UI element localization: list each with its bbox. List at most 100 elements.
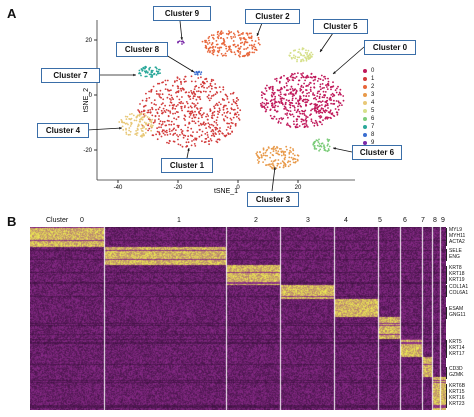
tsne-point: [289, 88, 292, 91]
tsne-point: [326, 88, 329, 90]
tsne-point: [298, 48, 301, 51]
tsne-point: [203, 86, 206, 89]
tsne-point: [285, 77, 288, 80]
tsne-point: [317, 141, 320, 144]
tsne-point: [300, 120, 303, 123]
tsne-point: [336, 113, 339, 116]
tsne-point: [150, 124, 153, 126]
tsne-point: [232, 109, 235, 111]
tsne-point: [158, 115, 161, 117]
tsne-point: [226, 122, 229, 125]
gene-label: KRT5: [449, 339, 462, 345]
y-tick-label: 20: [85, 38, 92, 44]
tsne-point: [331, 112, 334, 114]
tsne-point: [173, 117, 176, 120]
tsne-point: [194, 80, 197, 83]
tsne-point: [197, 117, 200, 120]
tsne-point: [142, 67, 145, 70]
tsne-point: [192, 131, 194, 134]
tsne-point: [184, 115, 187, 118]
tsne-point: [196, 107, 198, 109]
tsne-point: [211, 112, 214, 115]
tsne-point: [225, 129, 228, 131]
tsne-point: [258, 38, 260, 41]
tsne-point: [317, 90, 319, 93]
tsne-point: [208, 99, 211, 102]
tsne-point: [253, 51, 256, 54]
tsne-point: [190, 127, 193, 130]
tsne-point: [286, 114, 288, 116]
tsne-point: [243, 54, 246, 57]
tsne-point: [214, 46, 217, 48]
tsne-point: [172, 107, 174, 110]
tsne-point: [190, 134, 192, 137]
tsne-point: [199, 107, 202, 110]
tsne-point: [262, 154, 265, 157]
tsne-point: [136, 129, 139, 131]
tsne-point: [178, 40, 181, 42]
tsne-point: [132, 114, 135, 117]
tsne-point: [239, 42, 242, 45]
tsne-point: [180, 40, 183, 43]
tsne-point: [145, 70, 148, 72]
tsne-point: [231, 103, 233, 106]
tsne-point: [268, 163, 270, 166]
tsne-point: [302, 98, 305, 101]
tsne-point: [239, 53, 242, 55]
tsne-point: [219, 103, 222, 106]
tsne-point: [326, 144, 329, 147]
tsne-point: [160, 96, 163, 99]
tsne-point: [261, 105, 264, 108]
legend-swatch: [363, 77, 367, 81]
tsne-point: [189, 95, 192, 98]
tsne-point: [139, 118, 141, 121]
tsne-point: [134, 133, 137, 136]
tsne-point: [292, 148, 294, 150]
tsne-point: [284, 165, 287, 168]
tsne-point: [313, 142, 316, 145]
legend-swatch: [363, 69, 367, 73]
tsne-point: [170, 99, 172, 101]
tsne-point: [203, 124, 206, 126]
tsne-point: [288, 151, 291, 154]
tsne-point: [162, 132, 165, 135]
tsne-point: [299, 52, 302, 55]
tsne-point: [268, 88, 271, 90]
tsne-point: [310, 120, 313, 122]
tsne-point: [184, 91, 187, 94]
tsne-point: [216, 110, 219, 113]
tsne-point: [214, 86, 217, 89]
tsne-point: [312, 79, 315, 82]
tsne-point: [188, 112, 191, 115]
tsne-point: [271, 102, 274, 105]
tsne-point: [325, 109, 328, 112]
tsne-point: [209, 109, 212, 112]
tsne-point: [296, 60, 298, 63]
tsne-point: [125, 118, 128, 120]
tsne-point: [298, 125, 301, 127]
legend-item: 9: [363, 139, 374, 147]
tsne-point: [158, 68, 161, 71]
tsne-point: [191, 135, 194, 138]
tsne-point: [226, 37, 229, 39]
tsne-point: [198, 124, 200, 127]
tsne-point: [230, 31, 233, 33]
tsne-point: [274, 147, 277, 150]
tsne-point: [256, 159, 259, 161]
tsne-point: [281, 160, 284, 163]
gene-group-bracket: [446, 367, 449, 379]
tsne-point: [292, 56, 295, 59]
tsne-point: [211, 117, 214, 119]
tsne-point: [261, 91, 263, 94]
tsne-point: [160, 109, 163, 112]
tsne-point: [319, 111, 322, 114]
arrow-head: [180, 37, 183, 40]
tsne-point: [215, 133, 217, 136]
tsne-point: [247, 52, 249, 54]
tsne-point: [185, 80, 187, 83]
tsne-point: [237, 98, 240, 101]
tsne-point: [331, 95, 334, 98]
tsne-point: [232, 32, 235, 35]
tsne-point: [192, 97, 195, 100]
tsne-point: [329, 110, 332, 113]
